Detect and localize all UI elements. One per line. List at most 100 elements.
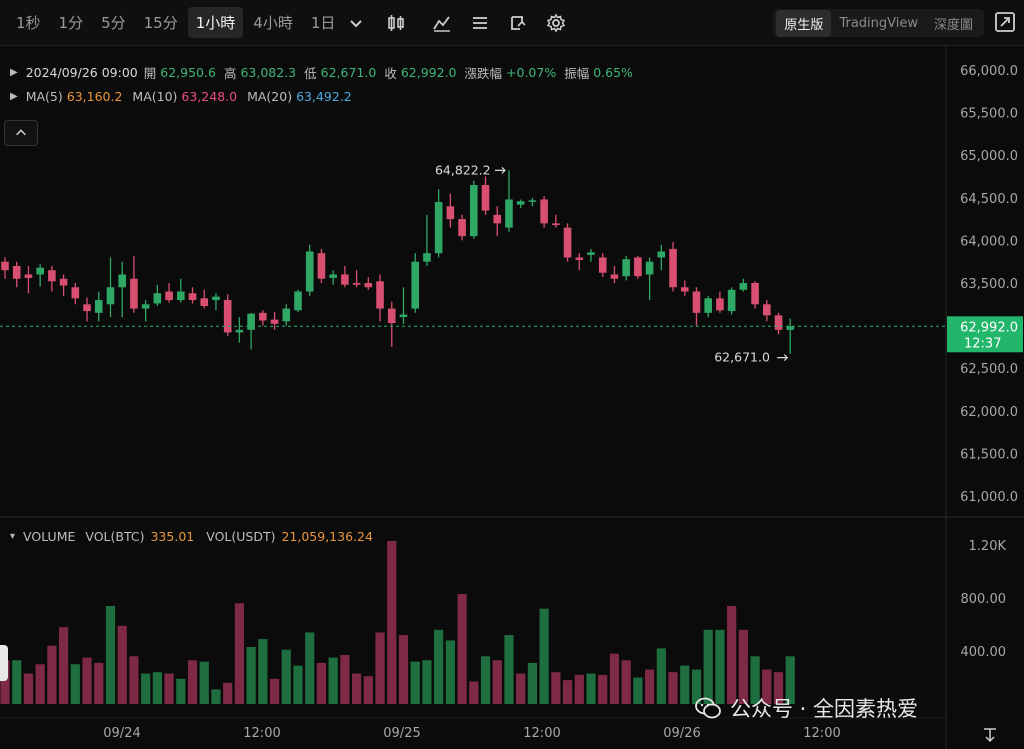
low-marker-label: 62,671.0: [714, 350, 770, 365]
wechat-icon: [695, 697, 721, 719]
candle-body: [540, 199, 548, 224]
chevron-down-icon[interactable]: ▾: [10, 531, 16, 542]
candle-body: [434, 202, 443, 254]
candle-body: [411, 261, 419, 309]
candle-body: [106, 287, 115, 305]
low-value: 62,671.0: [320, 65, 377, 80]
price-tick-label: 65,000.0: [960, 149, 1018, 164]
price-tick-label: 62,000.0: [960, 405, 1018, 420]
volume-title: VOLUME: [23, 529, 76, 544]
timeframe-4h[interactable]: 4小時: [253, 14, 293, 32]
volume-bar: [574, 674, 584, 704]
volume-bar: [258, 639, 268, 704]
candle-body: [177, 291, 185, 301]
candle-body: [247, 313, 255, 330]
volume-bar: [328, 657, 338, 704]
collapse-triangle-icon[interactable]: ▶: [10, 91, 18, 102]
list-icon[interactable]: [465, 8, 495, 38]
candle-body: [153, 293, 162, 304]
candle-body: [470, 185, 478, 237]
volume-bar: [680, 665, 690, 704]
mode-depth[interactable]: 深度圖: [933, 17, 973, 33]
volume-bar: [281, 649, 291, 704]
candle-body: [83, 304, 91, 312]
replay-icon[interactable]: [503, 8, 533, 38]
amplitude-value: 0.65%: [593, 65, 633, 80]
volume-bar: [187, 660, 198, 704]
amplitude-label: 振幅: [564, 66, 590, 81]
volume-bar: [422, 660, 432, 704]
collapse-triangle-icon[interactable]: ▶: [10, 67, 18, 78]
candle-body: [48, 270, 56, 282]
volume-bar: [504, 635, 514, 704]
change-value: +0.07%: [506, 65, 557, 80]
candle-body: [786, 326, 795, 330]
countdown-label: 12:37: [964, 336, 1001, 351]
collapse-legend-button[interactable]: [4, 120, 38, 146]
candle-body: [739, 283, 748, 290]
volume-bar: [773, 672, 784, 704]
candle-body: [71, 287, 80, 299]
ma10-value: 63,248.0: [181, 89, 238, 104]
current-price-label: 62,992.0: [960, 320, 1018, 335]
volume-bar: [234, 603, 244, 704]
candle-body: [727, 289, 736, 312]
price-tick-label: 61,000.0: [960, 490, 1018, 505]
candle-body: [24, 274, 33, 278]
timeframe-1h[interactable]: 1小時: [187, 7, 244, 38]
candle-body: [118, 274, 126, 288]
candle-body: [763, 304, 771, 316]
candle-body: [130, 278, 138, 309]
ma10-label: MA(10): [132, 89, 178, 104]
open-value: 62,950.6: [160, 65, 216, 80]
vol-btc-label: VOL(BTC): [85, 529, 145, 544]
volume-bar: [539, 608, 549, 704]
volume-bar: [352, 673, 362, 704]
volume-bar: [410, 661, 420, 704]
volume-bar: [516, 673, 526, 704]
candle-body: [610, 274, 619, 279]
low-label: 低: [304, 66, 317, 81]
mode-tradingview[interactable]: TradingView: [839, 15, 918, 31]
settings-icon[interactable]: [541, 8, 571, 38]
price-tick-label: 61,500.0: [960, 447, 1018, 462]
volume-bar: [316, 662, 327, 704]
volume-bar: [141, 673, 151, 704]
high-marker-arrow: [494, 166, 506, 174]
mode-native[interactable]: 原生版: [776, 9, 832, 37]
vol-usdt-label: VOL(USDT): [206, 529, 276, 544]
scale-reset-icon: [984, 728, 996, 743]
timeframe-1m[interactable]: 1分: [58, 14, 84, 32]
volume-bar: [457, 594, 467, 704]
close-label: 收: [384, 66, 397, 81]
candle-body: [552, 223, 560, 226]
volume-bar: [176, 678, 186, 704]
candle-body: [317, 253, 326, 279]
chevron-down-icon[interactable]: [345, 8, 367, 38]
candle-body: [516, 201, 525, 205]
candle-type-icon[interactable]: [381, 8, 411, 38]
candle-body: [294, 291, 302, 311]
timeframe-1s[interactable]: 1秒: [16, 14, 41, 32]
candle-body: [528, 200, 537, 202]
timeframe-5m[interactable]: 5分: [101, 14, 126, 32]
open-label: 開: [143, 66, 157, 81]
candle-body: [751, 283, 759, 305]
volume-bar: [785, 656, 795, 704]
candle-body: [305, 251, 314, 292]
volume-bar: [480, 656, 491, 704]
candle-body: [645, 261, 654, 275]
fullscreen-icon[interactable]: [994, 11, 1016, 33]
volume-bar: [645, 669, 655, 704]
volume-bar: [762, 669, 772, 704]
volume-bar: [223, 682, 233, 704]
volume-bar: [609, 653, 620, 704]
indicator-icon[interactable]: [427, 8, 457, 38]
timeframe-1d[interactable]: 1日: [310, 14, 336, 32]
candle-body: [341, 274, 349, 285]
volume-bar: [715, 629, 725, 704]
ma20-value: 63,492.2: [296, 89, 352, 104]
panel-resize-handle[interactable]: [0, 645, 8, 681]
price-chart[interactable]: 66,000.0 65,500.0 65,000.0 64,500.0 64,000.0…: [0, 46, 1024, 749]
timeframe-15m[interactable]: 15分: [143, 14, 178, 32]
